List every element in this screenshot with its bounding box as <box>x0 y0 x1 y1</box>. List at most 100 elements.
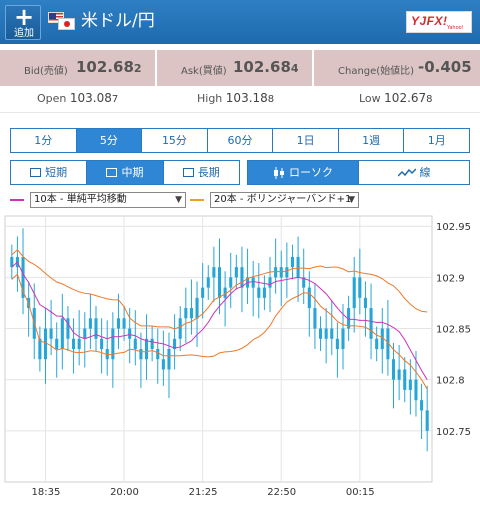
candle-body <box>375 338 379 349</box>
bid-label: Bid(売値) <box>24 66 68 77</box>
candle-body <box>274 267 278 278</box>
price-chart[interactable]: 102.95 102.9 102.85 102.8 102.75 18:35 20:00 21… <box>0 214 480 506</box>
chevron-down-icon: ▼ <box>348 195 355 205</box>
tab-candlestick[interactable]: ローソク <box>248 161 359 184</box>
pair-title: 米ドル/円 <box>81 11 155 31</box>
candle-body <box>330 328 334 339</box>
mid-range-icon <box>106 168 118 177</box>
candle-body <box>251 277 255 288</box>
candle-body <box>38 338 42 360</box>
divider <box>0 112 480 113</box>
candle-body <box>60 318 64 349</box>
candle-body <box>10 256 14 268</box>
tab-line[interactable]: 線 <box>359 161 469 184</box>
candle-body <box>167 349 171 370</box>
y-tick-label: 102.85 <box>436 325 471 336</box>
candle-body <box>43 328 48 360</box>
candle-body <box>105 349 109 360</box>
bid-value: 102.682 <box>76 58 142 76</box>
candle-body <box>313 308 317 329</box>
tab-1min[interactable]: 1分 <box>11 129 77 152</box>
candle-body <box>161 359 165 370</box>
candle-body <box>386 328 390 360</box>
tab-5min[interactable]: 5分 <box>76 129 143 152</box>
y-tick-label: 102.95 <box>436 222 471 233</box>
tab-1day[interactable]: 1日 <box>273 129 339 152</box>
candle-body <box>290 256 295 268</box>
candle-body <box>341 328 345 349</box>
candle-body <box>206 277 210 288</box>
candle-body <box>391 359 396 380</box>
candle-body <box>77 338 81 349</box>
range-tabs: 短期 中期 長期 <box>10 160 240 185</box>
candle-body <box>178 318 182 339</box>
candle-body <box>307 287 311 309</box>
tab-1week[interactable]: 1週 <box>338 129 405 152</box>
candle-body <box>369 308 373 339</box>
ma-swatch <box>10 199 24 201</box>
tab-mid-term[interactable]: 中期 <box>87 161 164 184</box>
long-range-icon <box>182 168 194 177</box>
ohl-row: Open 103.087 High 103.188 Low 102.678 <box>0 88 480 110</box>
ask-label: Ask(買値) <box>181 66 227 77</box>
candle-body <box>363 297 367 309</box>
candle-body <box>139 349 143 360</box>
candle-body <box>189 308 193 319</box>
chart-svg: 102.95 102.9 102.85 102.8 102.75 18:35 20:00 21… <box>4 215 471 498</box>
candle-body <box>279 267 283 278</box>
candle-body <box>240 267 244 288</box>
candle-body <box>94 318 98 339</box>
candle-body <box>425 410 429 431</box>
candle-body <box>285 267 289 278</box>
candle-body <box>156 349 160 360</box>
candle-body <box>257 287 261 298</box>
ma-select[interactable]: 10本 - 単純平均移動 ▼ <box>30 192 186 208</box>
us-flag-icon <box>48 12 64 23</box>
tab-long-term[interactable]: 長期 <box>163 161 239 184</box>
candle-body <box>229 277 233 288</box>
candle-body <box>55 338 59 349</box>
change-cell: Change(始値比) -0.405 <box>314 50 480 86</box>
add-button[interactable]: + 追加 <box>5 4 41 40</box>
tab-15min[interactable]: 15分 <box>142 129 208 152</box>
candle-body <box>217 267 222 298</box>
candle-body <box>173 338 177 349</box>
candle-body <box>133 338 137 349</box>
tab-short-term[interactable]: 短期 <box>11 161 88 184</box>
low-stat: Low 102.678 <box>359 91 433 105</box>
tab-1month[interactable]: 1月 <box>404 129 470 152</box>
jp-flag-icon <box>58 18 75 30</box>
bb-select[interactable]: 20本 - ボリンジャーバンド+1 ▼ <box>210 192 359 208</box>
timeframe-tabs: 1分 5分 15分 60分 1日 1週 1月 <box>10 128 470 153</box>
change-value: -0.405 <box>418 58 472 76</box>
bb-swatch <box>190 199 204 201</box>
short-range-icon <box>30 168 42 177</box>
candle-body <box>100 338 104 349</box>
x-tick-label: 20:00 <box>110 487 139 498</box>
candle-body <box>318 328 323 339</box>
y-tick-label: 102.8 <box>436 376 465 387</box>
app-header: + 追加 米ドル/円 YJFX! Yahoo! <box>0 0 480 44</box>
candle-body <box>128 328 132 339</box>
quote-row: Bid(売値) 102.682 Ask(買値) 102.684 Change(始… <box>0 50 480 86</box>
brand-logo: YJFX! Yahoo! <box>406 11 472 33</box>
x-tick-label: 18:35 <box>31 487 60 498</box>
candle-body <box>88 318 92 329</box>
line-chart-icon <box>397 167 416 177</box>
candle-body <box>358 277 362 298</box>
add-label: 追加 <box>14 28 34 39</box>
candle-body <box>296 256 300 278</box>
y-tick-label: 102.75 <box>436 427 471 438</box>
candle-body <box>144 338 149 360</box>
candle-body <box>111 328 115 360</box>
open-stat: Open 103.087 <box>37 91 119 105</box>
tab-60min[interactable]: 60分 <box>207 129 274 152</box>
bollinger-lower-line <box>11 273 428 390</box>
change-label: Change(始値比) <box>338 66 415 77</box>
candle-body <box>223 287 227 298</box>
candlestick-icon <box>274 166 284 179</box>
bollinger-upper-line <box>11 249 428 330</box>
candle-body <box>122 318 126 329</box>
candle-body <box>352 277 356 309</box>
candle-body <box>201 287 205 298</box>
